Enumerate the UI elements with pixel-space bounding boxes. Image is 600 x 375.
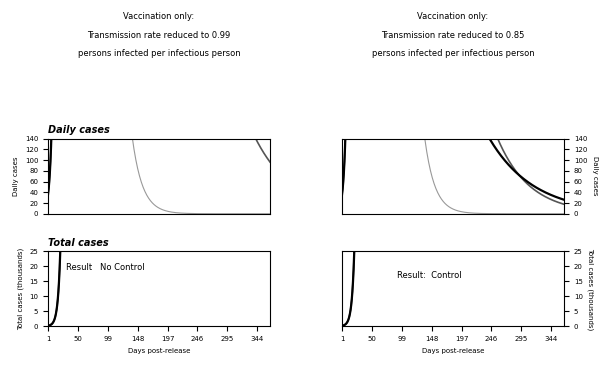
Text: persons infected per infectious person: persons infected per infectious person <box>77 49 241 58</box>
Text: Start day 30: Start day 30 <box>0 374 1 375</box>
Text: Transmission rate reduced to 0.85: Transmission rate reduced to 0.85 <box>382 30 524 39</box>
X-axis label: Days post-release: Days post-release <box>422 348 484 354</box>
Text: persons infected per infectious person: persons infected per infectious person <box>371 49 535 58</box>
Text: Total cases: Total cases <box>48 238 109 248</box>
X-axis label: Days post-release: Days post-release <box>128 348 190 354</box>
Text: Start day 30: Start day 30 <box>0 374 1 375</box>
Text: Vaccination only:: Vaccination only: <box>124 12 194 21</box>
Y-axis label: Total cases (thousands): Total cases (thousands) <box>17 248 24 330</box>
Y-axis label: Total cases (thousands): Total cases (thousands) <box>587 248 594 330</box>
Text: Start day 25: Start day 25 <box>0 374 1 375</box>
Text: Result:  Control: Result: Control <box>397 270 462 279</box>
Y-axis label: Daily cases: Daily cases <box>592 156 598 196</box>
Text: Start day 25: Start day 25 <box>0 374 1 375</box>
Y-axis label: Daily cases: Daily cases <box>13 156 19 196</box>
Text: Result   No Control: Result No Control <box>66 263 145 272</box>
Text: Transmission rate reduced to 0.99: Transmission rate reduced to 0.99 <box>88 30 230 39</box>
Text: Start day 45: Start day 45 <box>0 374 1 375</box>
Text: Start day 45: Start day 45 <box>0 374 1 375</box>
Text: Vaccination only:: Vaccination only: <box>418 12 488 21</box>
Text: Daily cases: Daily cases <box>48 125 110 135</box>
